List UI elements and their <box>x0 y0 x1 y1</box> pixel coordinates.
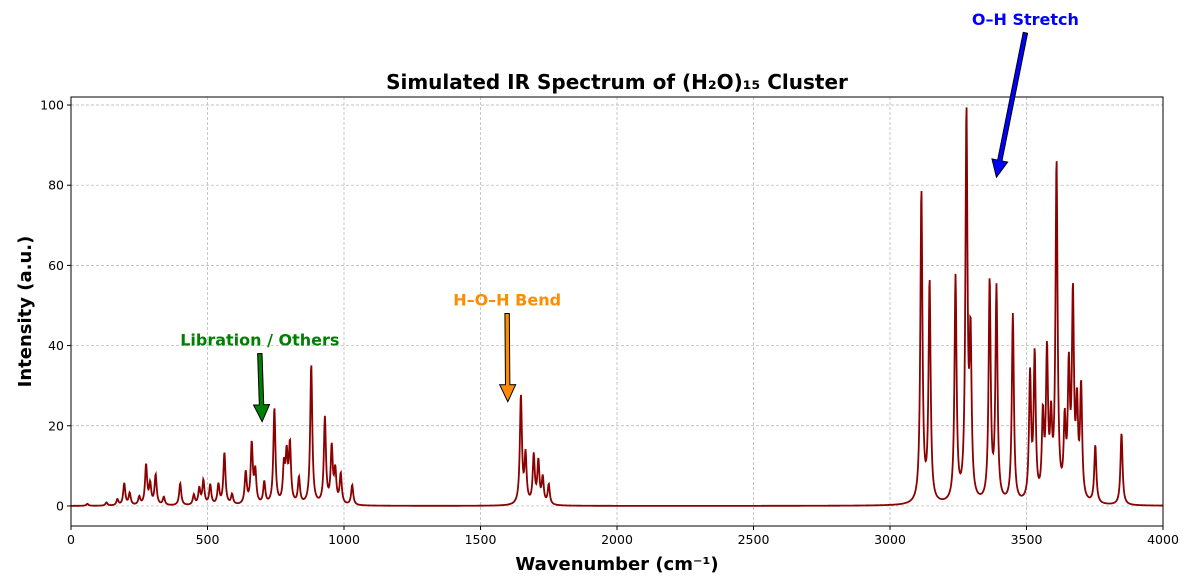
annotations: Libration / Others H–O–H Bend O–H Stretch <box>180 10 1079 423</box>
y-tick-label: 0 <box>56 498 64 513</box>
x-tick-label: 2500 <box>738 532 770 547</box>
y-tick-label: 100 <box>40 98 64 113</box>
y-tick-label: 20 <box>48 418 64 433</box>
annotation-arrow <box>252 352 271 423</box>
y-tick-label: 80 <box>48 178 64 193</box>
y-tick-label: 40 <box>48 338 64 353</box>
spectrum-line <box>71 107 1163 507</box>
grid <box>70 97 1164 526</box>
x-tick-label: 3000 <box>874 532 906 547</box>
y-axis-label: Intensity (a.u.) <box>15 236 36 388</box>
x-tick-label: 1000 <box>328 532 360 547</box>
annotation-label: H–O–H Bend <box>453 290 561 309</box>
annotation-arrow <box>498 312 517 403</box>
x-tick-label: 0 <box>67 532 75 547</box>
x-axis-label: Wavenumber (cm⁻¹) <box>515 554 718 575</box>
x-tick-label: 4000 <box>1147 532 1179 547</box>
annotation-label: O–H Stretch <box>972 10 1079 29</box>
y-tick-label: 60 <box>48 258 64 273</box>
x-tick-label: 1500 <box>465 532 497 547</box>
ticks: 0 500 1000 1500 2000 2500 3000 3500 4000 0 20 40 60 8… <box>40 98 1179 547</box>
x-tick-label: 500 <box>196 532 220 547</box>
annotation-label: Libration / Others <box>180 331 339 350</box>
spectrum-layer <box>71 107 1163 507</box>
x-tick-label: 3500 <box>1011 532 1043 547</box>
x-tick-label: 2000 <box>601 532 633 547</box>
chart-title: Simulated IR Spectrum of (H₂O)₁₅ Cluster <box>386 70 848 94</box>
annotation-arrow <box>991 31 1029 179</box>
